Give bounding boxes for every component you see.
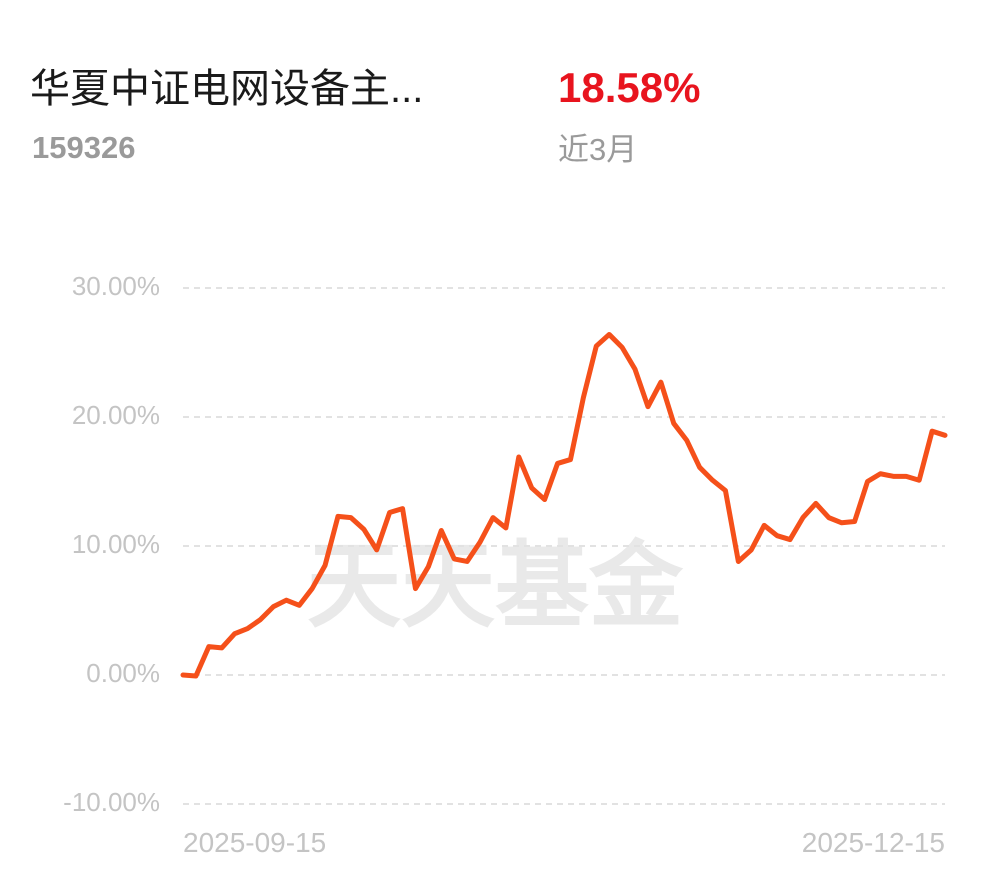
return-value: 18.58% bbox=[558, 64, 700, 111]
y-tick-label: 20.00% bbox=[72, 400, 160, 430]
x-tick-label: 2025-09-15 bbox=[183, 827, 326, 858]
fund-code: 159326 bbox=[32, 130, 135, 165]
series-line bbox=[180, 331, 948, 679]
period-label: 近3月 bbox=[558, 132, 637, 167]
watermark: 天天基金 bbox=[307, 533, 684, 638]
y-tick-label: 10.00% bbox=[72, 529, 160, 559]
y-tick-label: 30.00% bbox=[72, 271, 160, 301]
y-tick-label: 0.00% bbox=[86, 658, 160, 688]
x-tick-label: 2025-12-15 bbox=[802, 827, 945, 858]
fund-name: 华夏中证电网设备主... bbox=[30, 67, 423, 111]
y-tick-label: -10.00% bbox=[63, 787, 160, 817]
